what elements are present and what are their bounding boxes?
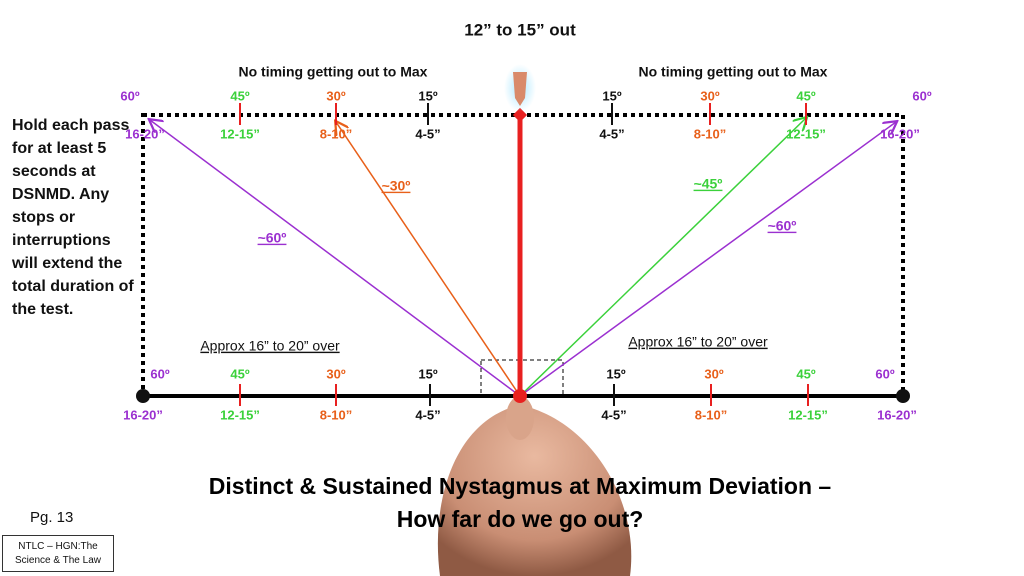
main-title: How far do we go out?: [397, 506, 644, 532]
distance-label: 12-15”: [786, 126, 826, 141]
distance-label: 8-10”: [695, 407, 728, 422]
angle-label: 60º: [875, 366, 894, 381]
top-title: 12” to 15” out: [464, 20, 576, 39]
distance-label: 4-5”: [599, 126, 624, 141]
angle-label: 30º: [704, 366, 723, 381]
angle-label: 15º: [602, 88, 621, 103]
angle-label: 30º: [326, 88, 345, 103]
stimulus-tip: [513, 72, 527, 106]
page-number: Pg. 13: [30, 509, 74, 526]
angle-label: 30º: [326, 366, 345, 381]
arrow-label: ~60º: [768, 218, 797, 234]
angle-label: 15º: [418, 88, 437, 103]
head: [437, 405, 632, 576]
angle-label: 45º: [230, 366, 249, 381]
arrow: [150, 120, 521, 397]
distance-label: 8-10”: [320, 126, 353, 141]
distance-label: 12-15”: [220, 407, 260, 422]
angle-label: 45º: [230, 88, 249, 103]
angle-label: 60º: [912, 88, 931, 103]
angle-label: 45º: [796, 366, 815, 381]
center-dot: [513, 389, 527, 403]
angle-label: 30º: [700, 88, 719, 103]
side-note: Hold each pass for at least 5 seconds at…: [12, 117, 134, 318]
distance-label: 4-5”: [601, 407, 626, 422]
top-note: No timing getting out to Max: [239, 64, 428, 80]
distance-label: 16-20”: [123, 407, 163, 422]
angle-label: 60º: [120, 88, 139, 103]
top-note: No timing getting out to Max: [639, 64, 828, 80]
dashed-box: [480, 359, 564, 397]
end-dot: [896, 389, 910, 403]
center-diamond: [512, 107, 528, 123]
arrow: [519, 122, 896, 397]
dotted-frame: [141, 113, 905, 398]
bottom-note: Approx 16” to 20” over: [628, 334, 768, 350]
distance-label: 16-20”: [877, 407, 917, 422]
distance-label: 8-10”: [694, 126, 727, 141]
distance-label: 8-10”: [320, 407, 353, 422]
arrow: [519, 118, 806, 397]
angle-label: 15º: [418, 366, 437, 381]
footer-box: NTLC – HGN:The Science & The Law: [2, 535, 114, 572]
nose: [506, 396, 534, 440]
arrow-label: ~30º: [382, 178, 411, 194]
distance-label: 4-5”: [415, 126, 440, 141]
arrow: [336, 122, 521, 397]
distance-label: 12-15”: [220, 126, 260, 141]
distance-label: 4-5”: [415, 407, 440, 422]
main-title: Distinct & Sustained Nystagmus at Maximu…: [209, 473, 832, 499]
angle-label: 15º: [606, 366, 625, 381]
distance-label: 16-20”: [880, 126, 920, 141]
arrow-label: ~45º: [694, 176, 723, 192]
angle-label: 45º: [796, 88, 815, 103]
arrow-label: ~60º: [258, 230, 287, 246]
distance-label: 16-20”: [125, 126, 165, 141]
bottom-note: Approx 16” to 20” over: [200, 338, 340, 354]
end-dot: [136, 389, 150, 403]
distance-label: 12-15”: [788, 407, 828, 422]
angle-label: 60º: [150, 366, 169, 381]
